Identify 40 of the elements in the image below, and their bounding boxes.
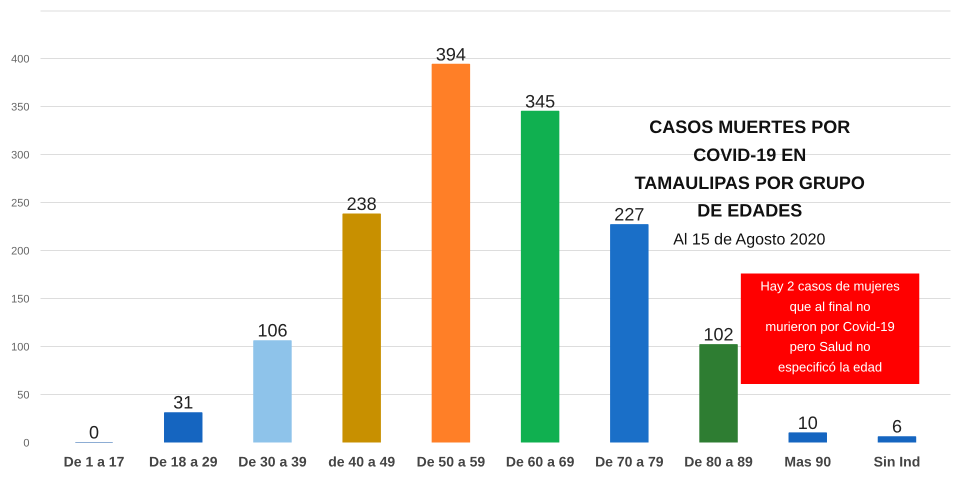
y-tick-label: 150 — [11, 294, 30, 306]
x-tick-label: De 60 a 69 — [506, 454, 575, 470]
bar — [699, 344, 738, 442]
y-tick-label: 0 — [23, 438, 30, 450]
bar — [253, 340, 292, 442]
data-label: 106 — [257, 320, 288, 341]
bar — [610, 224, 649, 442]
data-label: 394 — [436, 44, 466, 64]
bar — [164, 412, 202, 442]
bar — [788, 432, 827, 442]
data-label: 102 — [704, 324, 734, 345]
bar — [878, 436, 916, 442]
data-label: 31 — [173, 392, 194, 413]
annotation: Hay 2 casos de mujeres que al final no murieron por Covid-19 pero Salud no especificó la edad — [760, 278, 900, 374]
x-tick-label: De 50 a 59 — [416, 454, 486, 470]
x-tick-label: Mas 90 — [784, 454, 832, 470]
y-tick-label: 300 — [11, 150, 30, 162]
y-tick-label: 100 — [11, 342, 30, 354]
bar — [432, 64, 470, 442]
y-tick-label: 350 — [11, 102, 30, 114]
x-tick-label: De 18 a 29 — [148, 454, 218, 470]
x-tick-label: Sin Ind — [874, 454, 920, 470]
x-tick-label: De 80 a 89 — [684, 454, 753, 470]
x-tick-label: De 30 a 39 — [238, 454, 307, 470]
y-tick-label: 50 — [17, 390, 30, 402]
x-tick-label: De 1 a 17 — [64, 454, 125, 470]
y-tick-label: 250 — [11, 198, 30, 210]
data-label: 0 — [89, 422, 100, 442]
bar — [342, 214, 381, 442]
x-tick-label: De 70 a 79 — [595, 454, 664, 470]
y-tick-label: 400 — [11, 54, 30, 66]
y-tick-label: 200 — [11, 246, 30, 258]
x-tick-label: de 40 a 49 — [328, 454, 396, 470]
data-label: 6 — [892, 416, 902, 437]
data-label: 345 — [525, 91, 556, 112]
data-label: 227 — [614, 204, 644, 225]
text: Al 15 de Agosto 2020 — [673, 232, 826, 249]
bar — [520, 110, 560, 442]
data-label: 10 — [798, 412, 818, 433]
data-label: 238 — [346, 194, 377, 214]
